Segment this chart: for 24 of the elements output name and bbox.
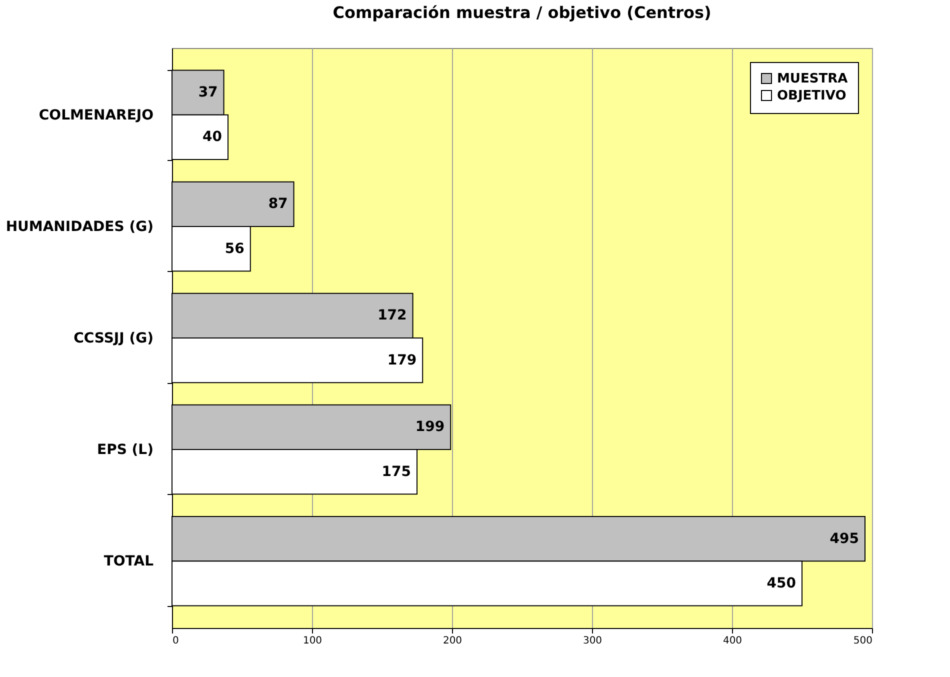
data-label: 87 bbox=[268, 196, 288, 212]
y-tick-label: TOTAL bbox=[104, 554, 154, 570]
data-label: 40 bbox=[202, 129, 222, 146]
data-label: 37 bbox=[198, 84, 218, 101]
legend-label: MUESTRA bbox=[777, 72, 848, 86]
y-tick-label: HUMANIDADES (G) bbox=[6, 218, 154, 235]
y-tick-label: CCSSJJ (G) bbox=[74, 330, 154, 346]
chart-title: Comparación muestra / objetivo (Centros) bbox=[332, 3, 712, 22]
x-tick-label: 100 bbox=[302, 636, 322, 646]
data-label: 495 bbox=[830, 530, 859, 547]
legend-label: OBJETIVO bbox=[777, 88, 846, 104]
data-label: 179 bbox=[387, 352, 417, 368]
x-tick-label: 300 bbox=[582, 636, 602, 646]
y-tick-label: EPS (L) bbox=[97, 442, 154, 458]
data-label: 172 bbox=[378, 308, 407, 324]
data-label: 175 bbox=[382, 464, 411, 480]
x-tick-label: 0 bbox=[172, 636, 179, 646]
data-label: 199 bbox=[415, 419, 445, 436]
data-label: 56 bbox=[224, 240, 244, 257]
x-tick-label: 200 bbox=[442, 636, 462, 646]
y-tick-label: COLMENAREJO bbox=[38, 107, 154, 124]
x-tick-label: 400 bbox=[722, 636, 742, 646]
data-label: 450 bbox=[766, 575, 796, 592]
x-tick-label: 500 bbox=[853, 636, 872, 646]
